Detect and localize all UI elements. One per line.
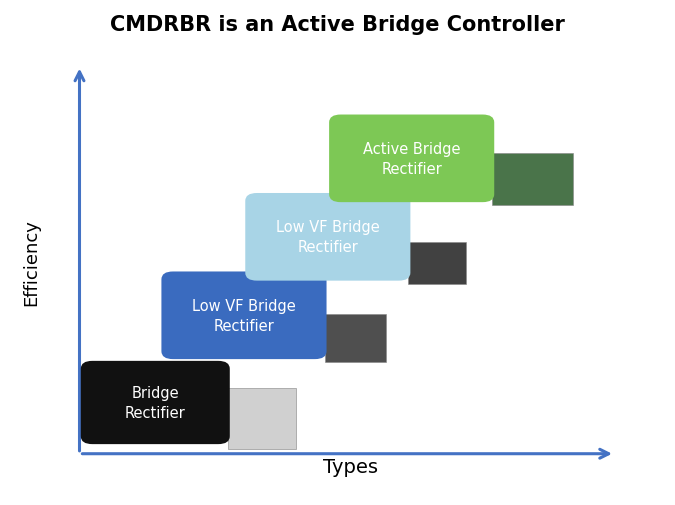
FancyBboxPatch shape	[325, 315, 386, 363]
Text: Low VF Bridge
Rectifier: Low VF Bridge Rectifier	[276, 220, 380, 255]
FancyBboxPatch shape	[245, 193, 410, 281]
Text: Active Bridge
Rectifier: Active Bridge Rectifier	[363, 142, 460, 176]
Text: Bridge
Rectifier: Bridge Rectifier	[125, 385, 186, 420]
FancyBboxPatch shape	[228, 388, 296, 449]
Text: Low VF Bridge
Rectifier: Low VF Bridge Rectifier	[192, 298, 296, 333]
Title: CMDRBR is an Active Bridge Controller: CMDRBR is an Active Bridge Controller	[110, 15, 565, 35]
FancyBboxPatch shape	[492, 154, 573, 206]
FancyBboxPatch shape	[408, 243, 466, 284]
Text: Efficiency: Efficiency	[22, 219, 40, 306]
FancyBboxPatch shape	[329, 115, 494, 203]
FancyBboxPatch shape	[161, 272, 327, 360]
Text: Types: Types	[323, 457, 378, 476]
FancyBboxPatch shape	[81, 361, 230, 444]
